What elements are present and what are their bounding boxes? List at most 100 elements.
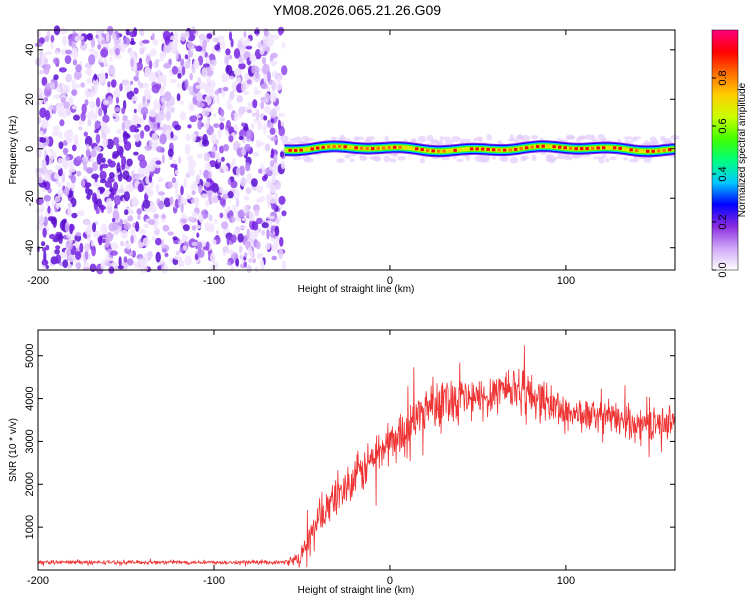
spectrogram-noise-cell bbox=[262, 99, 269, 104]
spectrogram-noise-cell bbox=[169, 196, 174, 206]
spectrogram-noise-cell bbox=[184, 60, 191, 69]
spectrogram-noise-cell bbox=[113, 194, 121, 206]
spectrogram-noise-cell bbox=[89, 263, 97, 273]
spectrogram-ytick-label: 20 bbox=[24, 93, 36, 105]
spectrogram-noise-cell bbox=[267, 215, 275, 220]
snr-ytick-label: 4000 bbox=[24, 386, 36, 410]
spectrogram-noise-cell bbox=[91, 173, 99, 180]
spectrogram-noise-cell bbox=[139, 48, 145, 55]
spectrogram-noise-cell bbox=[219, 197, 226, 206]
spectrogram-signal-peak bbox=[436, 149, 441, 153]
spectrogram-noise-cell bbox=[139, 242, 144, 248]
spectrogram-signal-halo bbox=[624, 139, 629, 145]
spectrogram-noise-cell bbox=[51, 131, 60, 137]
spectrogram-noise-cell bbox=[196, 153, 203, 159]
spectrogram-noise-cell bbox=[91, 192, 97, 204]
spectrogram-noise-cell bbox=[99, 170, 107, 181]
spectrogram-noise-cell bbox=[247, 246, 253, 256]
spectrogram-noise-cell bbox=[263, 115, 268, 121]
spectrogram-noise-cell bbox=[269, 127, 276, 135]
spectrogram-noise-cell bbox=[246, 228, 250, 239]
spectrogram-noise-cell bbox=[95, 34, 99, 39]
snr-ytick-label: 5000 bbox=[24, 343, 36, 367]
spectrogram-noise-cell bbox=[133, 87, 139, 95]
spectrogram-noise-cell bbox=[71, 144, 77, 152]
spectrogram-noise-cell bbox=[142, 102, 150, 107]
spectrogram-noise-cell bbox=[187, 216, 195, 223]
spectrogram-noise-cell bbox=[207, 115, 211, 123]
snr-xtick-label: 100 bbox=[557, 575, 575, 587]
spectrogram-noise-cell bbox=[196, 232, 200, 238]
spectrogram-noise-cell bbox=[176, 82, 181, 89]
spectrogram-noise-cell bbox=[68, 37, 73, 47]
spectrogram-noise-cell bbox=[109, 185, 114, 193]
spectrogram-noise-cell bbox=[101, 157, 106, 164]
spectrogram-signal-halo bbox=[520, 155, 526, 162]
spectrogram-noise-cell bbox=[146, 189, 154, 197]
spectrogram-xtick-label: 0 bbox=[387, 275, 393, 287]
spectrogram-signal-halo bbox=[623, 157, 629, 161]
spectrogram-noise-cell bbox=[238, 106, 246, 115]
spectrogram-noise-cell bbox=[256, 185, 264, 194]
spectrogram-noise-cell bbox=[256, 217, 263, 224]
spectrogram-noise-cell bbox=[209, 160, 217, 168]
spectrogram-noise-cell bbox=[171, 177, 177, 184]
spectrogram-signal-peak bbox=[645, 149, 650, 153]
spectrogram-noise-cell bbox=[213, 113, 217, 118]
spectrogram-signal-halo bbox=[389, 158, 397, 163]
spectrogram-noise-cell bbox=[58, 141, 64, 150]
spectrogram-noise-cell bbox=[151, 32, 155, 41]
spectrogram-noise-cell bbox=[87, 118, 92, 127]
spectrogram-noise-cell bbox=[42, 247, 47, 253]
spectrogram-noise-cell bbox=[206, 33, 213, 39]
spectrogram-noise-cell bbox=[110, 242, 119, 250]
spectrogram-signal-halo bbox=[444, 139, 454, 146]
spectrogram-noise-cell bbox=[275, 82, 283, 91]
spectrogram-noise-cell bbox=[203, 152, 211, 162]
spectrogram-noise-cell bbox=[180, 218, 188, 224]
spectrogram-noise-cell bbox=[38, 37, 45, 45]
spectrogram-noise-cell bbox=[142, 95, 146, 105]
spectrogram-noise-cell bbox=[156, 146, 164, 153]
snr-xtick-label: -100 bbox=[203, 575, 225, 587]
spectrogram-noise-cell bbox=[44, 35, 50, 43]
spectrogram-noise-cell bbox=[271, 255, 278, 261]
spectrogram-signal-peak bbox=[524, 146, 529, 150]
spectrogram-noise-cell bbox=[61, 173, 66, 183]
spectrogram-noise-cell bbox=[137, 183, 144, 193]
spectrogram-noise-cell bbox=[184, 255, 193, 266]
spectrogram-noise-cell bbox=[114, 47, 120, 56]
spectrogram-signal-halo bbox=[363, 155, 368, 161]
spectrogram-noise-cell bbox=[257, 120, 263, 130]
spectrogram-noise-cell bbox=[226, 261, 231, 266]
spectrogram-noise-cell bbox=[204, 120, 210, 130]
spectrogram-noise-cell bbox=[50, 216, 57, 225]
spectrogram-noise-cell bbox=[81, 156, 89, 162]
spectrogram-noise-cell bbox=[100, 48, 109, 58]
spectrogram-noise-cell bbox=[273, 153, 278, 165]
spectrogram-noise-cell bbox=[170, 131, 174, 139]
spectrogram-noise-cell bbox=[76, 209, 85, 217]
spectrogram-noise-cell bbox=[226, 99, 231, 110]
spectrogram-signal-peak bbox=[354, 146, 358, 150]
spectrogram-noise-cell bbox=[271, 243, 279, 250]
spectrogram-signal-peak bbox=[601, 146, 606, 150]
spectrogram-noise-cell bbox=[238, 62, 246, 70]
spectrogram-noise-cell bbox=[111, 217, 116, 223]
spectrogram-noise-cell bbox=[37, 176, 44, 184]
spectrogram-signal-peak bbox=[612, 146, 617, 150]
spectrogram-noise-cell bbox=[188, 106, 195, 112]
spectrogram-noise-cell bbox=[239, 225, 247, 230]
spectrogram-noise-cell bbox=[38, 182, 47, 188]
spectrogram-noise-cell bbox=[202, 133, 208, 145]
spectrogram-noise-cell bbox=[243, 252, 248, 258]
spectrogram-noise-cell bbox=[213, 219, 218, 224]
spectrogram-noise-cell bbox=[48, 233, 56, 240]
spectrogram-noise-cell bbox=[244, 143, 251, 152]
spectrogram-noise-cell bbox=[230, 234, 237, 243]
spectrogram-signal-halo bbox=[477, 137, 483, 143]
spectrogram-noise-cell bbox=[227, 205, 231, 212]
spectrogram-noise-cell bbox=[190, 183, 199, 192]
spectrogram-noise-cell bbox=[50, 81, 55, 91]
spectrogram-signal-peak bbox=[365, 147, 369, 150]
